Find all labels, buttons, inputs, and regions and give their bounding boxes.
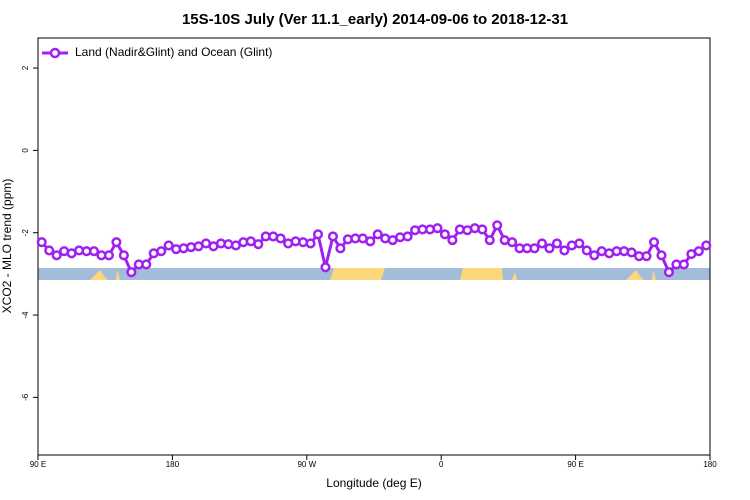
point (477, 224, 488, 235)
point (589, 250, 600, 261)
y-tick-label: -4 (21, 311, 30, 319)
point (327, 231, 338, 242)
point (365, 236, 376, 247)
point (693, 246, 704, 257)
point (305, 238, 316, 249)
x-tick-label: 180 (703, 460, 717, 469)
land-ocean-strip (38, 268, 710, 280)
point (432, 223, 443, 234)
point (163, 240, 174, 251)
point (678, 259, 689, 270)
y-tick-label: 0 (21, 148, 30, 153)
plot-frame (37, 37, 711, 456)
y-tick-label: 2 (21, 65, 30, 70)
legend-marker (49, 47, 61, 59)
point (402, 231, 413, 242)
point (439, 229, 450, 240)
point (372, 229, 383, 240)
point (447, 235, 458, 246)
point (663, 267, 674, 278)
point (641, 251, 652, 262)
point (118, 250, 129, 261)
x-tick-label: 90 W (297, 460, 316, 469)
y-tick-label: -6 (21, 393, 30, 401)
point (312, 229, 324, 240)
point (275, 233, 286, 244)
point (51, 250, 62, 261)
point (626, 247, 637, 258)
point (88, 246, 100, 257)
point (103, 250, 114, 261)
point (656, 250, 667, 261)
legend-label: Land (Nadir&Glint) and Ocean (Glint) (75, 45, 272, 59)
point (36, 237, 47, 248)
point (701, 240, 712, 251)
x-tick-label: 180 (166, 460, 180, 469)
point (141, 259, 152, 270)
x-tick-label: 90 E (567, 460, 583, 469)
point (536, 238, 548, 249)
y-tick-label: -2 (21, 229, 30, 237)
point (581, 245, 592, 256)
point (544, 243, 555, 254)
point (320, 262, 331, 273)
point (44, 245, 55, 256)
y-axis-label: XCO2 - MLO trend (ppm) (0, 179, 14, 314)
x-tick-label: 90 E (30, 460, 46, 469)
point (253, 239, 264, 250)
chart-title: 15S-10S July (Ver 11.1_early) 2014-09-06… (182, 11, 568, 28)
x-axis-label: Longitude (deg E) (326, 476, 421, 490)
point (111, 237, 122, 248)
point (648, 237, 660, 248)
point (507, 237, 518, 248)
x-tick-label: 0 (439, 460, 444, 469)
point (156, 246, 167, 257)
point (126, 267, 137, 278)
point (529, 243, 540, 254)
point (484, 235, 495, 246)
point (335, 243, 346, 254)
point (492, 220, 503, 231)
point (559, 245, 570, 256)
point (551, 238, 562, 249)
point (574, 238, 585, 249)
